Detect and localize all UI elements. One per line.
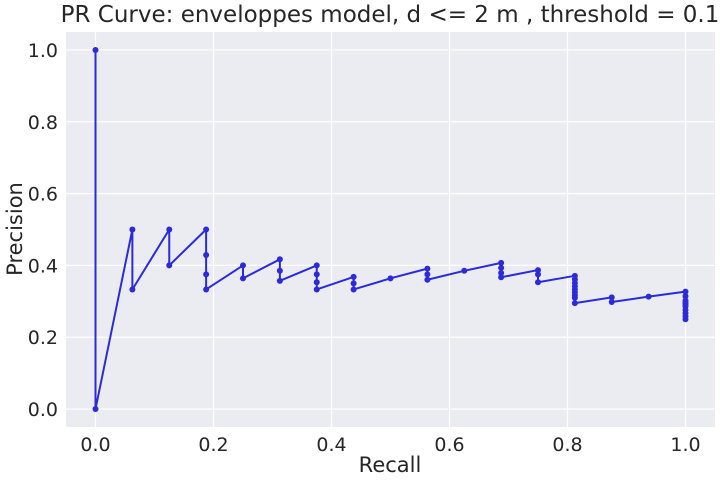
pr-point — [276, 267, 283, 274]
pr-point — [92, 46, 99, 53]
pr-point — [498, 269, 505, 276]
pr-point — [166, 226, 173, 233]
pr-point — [203, 251, 210, 258]
pr-point — [682, 288, 689, 295]
pr-point — [498, 259, 505, 266]
pr-point — [203, 226, 210, 233]
pr-point — [313, 286, 320, 293]
pr-point — [608, 294, 615, 301]
pr-point — [498, 274, 505, 281]
pr-point — [424, 271, 431, 278]
y-tick-label: 0.2 — [28, 327, 58, 349]
pr-point — [535, 267, 541, 274]
pr-point — [608, 299, 615, 306]
pr-point — [129, 226, 136, 233]
pr-point — [350, 280, 357, 287]
pr-point — [571, 294, 578, 301]
pr-point — [313, 271, 320, 278]
pr-point — [535, 279, 541, 286]
pr-point — [645, 293, 652, 300]
pr-point — [461, 267, 468, 274]
pr-point — [682, 293, 689, 300]
pr-point — [535, 271, 541, 278]
x-tick-label: 0.8 — [552, 434, 582, 456]
x-tick-label: 0.2 — [198, 434, 228, 456]
pr-point — [92, 406, 99, 413]
plot-background — [66, 32, 715, 427]
pr-point — [203, 271, 210, 278]
y-tick-label: 0.6 — [28, 184, 58, 206]
pr-point — [276, 277, 283, 284]
pr-point — [571, 300, 578, 307]
y-tick-label: 0.8 — [28, 112, 58, 134]
chart-title: PR Curve: enveloppes model, d <= 2 m , t… — [61, 2, 720, 28]
y-axis-label: Precision — [3, 182, 27, 276]
grid-lines — [66, 32, 715, 427]
x-tick-labels: 0.0 0.2 0.4 0.6 0.8 1.0 — [80, 434, 700, 456]
y-tick-label: 0.4 — [28, 255, 58, 277]
pr-point — [350, 286, 357, 293]
pr-point — [129, 286, 136, 293]
y-tick-label: 0.0 — [28, 399, 58, 421]
pr-point — [240, 262, 246, 269]
pr-point — [498, 264, 505, 271]
x-tick-label: 0.6 — [434, 434, 464, 456]
series-layer — [92, 46, 689, 413]
pr-point — [682, 316, 689, 323]
pr-point — [350, 273, 357, 280]
pr-point — [240, 275, 246, 282]
pr-point — [424, 276, 431, 283]
pr-point — [313, 279, 320, 286]
pr-point — [424, 265, 431, 272]
pr-point — [203, 286, 210, 293]
pr-point — [387, 275, 394, 282]
y-tick-label: 1.0 — [28, 40, 58, 62]
x-tick-label: 0.4 — [316, 434, 346, 456]
pr-point — [313, 262, 320, 269]
y-tick-labels: 0.0 0.2 0.4 0.6 0.8 1.0 — [28, 40, 58, 421]
x-axis-label: Recall — [359, 453, 422, 477]
x-tick-label: 0.0 — [80, 434, 110, 456]
pr-point — [276, 256, 283, 263]
x-tick-label: 1.0 — [670, 434, 700, 456]
pr-point — [166, 262, 173, 269]
